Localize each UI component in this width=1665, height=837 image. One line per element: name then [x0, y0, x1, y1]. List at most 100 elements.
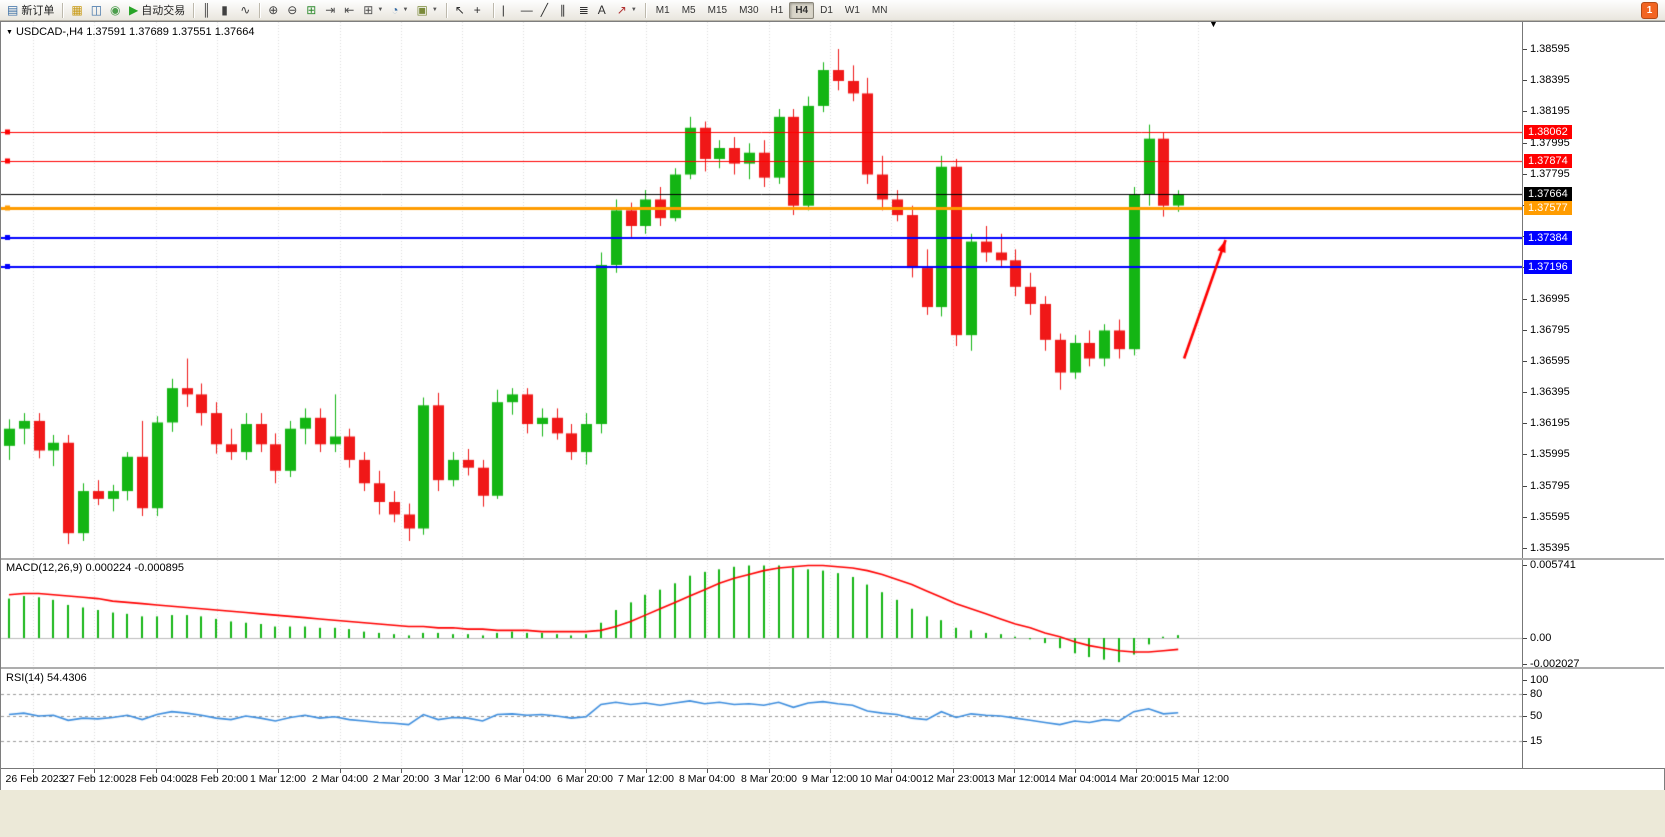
data-window-icon: ◫ — [90, 3, 103, 17]
chart-shift-marker-icon[interactable]: ▼ — [1209, 19, 1218, 29]
rsi-scale-tick: 15 — [1530, 735, 1543, 747]
price-tick: 1.35995 — [1530, 448, 1570, 460]
macd-canvas[interactable] — [1, 560, 1522, 667]
dropdown-caret-icon: ▼ — [377, 7, 384, 13]
timeframe-w1-button[interactable]: W1 — [839, 2, 866, 19]
autotrading-button[interactable]: ▶ 自动交易 — [125, 1, 189, 19]
macd-indicator-label: MACD(12,26,9) 0.000224 -0.000895 — [6, 562, 184, 574]
price-axis[interactable]: 1.38595 1.38395 1.38195 1.37995 1.37795 1.375… — [1522, 22, 1665, 768]
time-label: 2 Mar 20:00 — [372, 773, 430, 785]
notification-badge[interactable]: 1 — [1641, 1, 1658, 19]
macd-pane-splitter[interactable] — [1, 558, 1664, 560]
macd-scale-tick: 0.005741 — [1530, 559, 1576, 571]
fibonacci-button[interactable]: ≣ — [575, 1, 594, 19]
period-button[interactable]: ◔ ▼ — [387, 1, 412, 19]
market-watch-button[interactable]: ▦ — [67, 1, 86, 19]
timeframe-m15-button[interactable]: M15 — [702, 2, 733, 19]
toolbar-separator — [193, 2, 195, 18]
time-label: 14 Mar 20:00 — [1105, 773, 1167, 785]
arrows-button[interactable]: ↗ ▼ — [613, 1, 641, 19]
rsi-canvas[interactable] — [1, 669, 1522, 768]
timeframe-m5-button[interactable]: M5 — [676, 2, 702, 19]
text-icon: A — [597, 3, 606, 17]
template-button[interactable]: ▣ ▼ — [412, 1, 441, 19]
price-tick: 1.36195 — [1530, 417, 1570, 429]
macd-scale-tick: 0.00 — [1530, 632, 1552, 644]
time-tick-mark — [340, 769, 341, 773]
time-tick-mark — [646, 769, 647, 773]
channel-button[interactable]: ∥ — [556, 1, 575, 19]
candlestick-chart-button[interactable]: ▮ — [217, 1, 236, 19]
chart-ohlc-values: 1.37591 1.37689 1.37551 1.37664 — [86, 26, 255, 38]
candlestick-icon: ▮ — [221, 3, 228, 17]
axis-tick-mark — [1523, 548, 1527, 549]
main-toolbar: ▤ 新订单 ▦ ◫ ◉ ▶ 自动交易 ║ ▮ ∿ ⊕ ⊖ ⊞ ⇥ ⇤ ⊞ ▼ ◔ ▼ ▣ ▼ ↖ + | — ╱ ∥ ≣ A ↗ ▼ M1 M5… — [0, 0, 1665, 21]
axis-tick-mark — [1523, 716, 1527, 717]
main-chart-canvas[interactable] — [1, 22, 1522, 558]
time-label: 26 Feb 2023 — [5, 773, 65, 785]
time-label: 12 Mar 23:00 — [922, 773, 984, 785]
data-window-button[interactable]: ◫ — [87, 1, 106, 19]
text-button[interactable]: A — [594, 1, 613, 19]
price-tick: 1.36995 — [1530, 293, 1570, 305]
axis-tick-mark — [1523, 486, 1527, 487]
price-tick: 1.35595 — [1530, 511, 1570, 523]
time-tick-mark — [891, 769, 892, 773]
zoom-out-button[interactable]: ⊖ — [283, 1, 302, 19]
auto-scroll-icon: ⇥ — [325, 3, 336, 17]
new-order-button[interactable]: ▤ 新订单 — [3, 1, 58, 19]
axis-tick-mark — [1523, 330, 1527, 331]
time-label: 2 Mar 04:00 — [311, 773, 369, 785]
axis-tick-mark — [1523, 454, 1527, 455]
bar-chart-button[interactable]: ║ — [198, 1, 217, 19]
trendline-button[interactable]: ╱ — [537, 1, 556, 19]
time-tick-mark — [1198, 769, 1199, 773]
price-tick: 1.38595 — [1530, 43, 1570, 55]
price-tick: 1.35795 — [1530, 480, 1570, 492]
axis-tick-mark — [1523, 49, 1527, 50]
chart-menu-icon[interactable]: ▼ — [6, 29, 13, 36]
toolbar-separator — [492, 2, 494, 18]
tile-windows-button[interactable]: ⊞ — [302, 1, 321, 19]
expert-advisors-button[interactable]: ◉ — [106, 1, 125, 19]
crosshair-icon: + — [473, 3, 481, 17]
cursor-button[interactable]: ↖ — [451, 1, 470, 19]
timeframe-m30-button[interactable]: M30 — [733, 2, 764, 19]
rsi-pane-splitter[interactable] — [1, 667, 1664, 669]
expert-advisors-icon: ◉ — [110, 3, 121, 17]
chart-shift-button[interactable]: ⇤ — [340, 1, 359, 19]
auto-scroll-button[interactable]: ⇥ — [321, 1, 340, 19]
trendline-icon: ╱ — [540, 3, 549, 17]
new-chart-button[interactable]: ⊞ ▼ — [359, 1, 387, 19]
rsi-scale-tick: 50 — [1530, 710, 1543, 722]
timeframe-h4-button[interactable]: H4 — [789, 1, 815, 19]
time-axis[interactable]: 26 Feb 2023 27 Feb 12:00 28 Feb 04:00 28 Fe… — [1, 768, 1664, 790]
time-tick-mark — [156, 769, 157, 773]
rsi-indicator-label: RSI(14) 54.4306 — [6, 672, 87, 684]
timeframe-mn-button[interactable]: MN — [866, 2, 894, 19]
price-tick: 1.37795 — [1530, 168, 1570, 180]
price-tick: 1.38195 — [1530, 105, 1570, 117]
autotrading-button-label: 自动交易 — [141, 5, 186, 17]
price-tick: 1.36795 — [1530, 324, 1570, 336]
time-tick-mark — [1075, 769, 1076, 773]
fibonacci-icon: ≣ — [578, 3, 589, 17]
timeframe-m1-button[interactable]: M1 — [650, 2, 676, 19]
chart-symbol: USDCAD-,H4 — [15, 26, 84, 38]
time-label: 28 Feb 04:00 — [125, 773, 187, 785]
template-icon: ▣ — [416, 3, 428, 17]
axis-tick-mark — [1523, 664, 1527, 665]
price-tick: 1.38395 — [1530, 74, 1570, 86]
line-chart-button[interactable]: ∿ — [236, 1, 255, 19]
zoom-in-button[interactable]: ⊕ — [264, 1, 283, 19]
time-tick-mark — [1014, 769, 1015, 773]
new-order-icon: ▤ — [7, 3, 19, 17]
crosshair-button[interactable]: + — [470, 1, 489, 19]
timeframe-h1-button[interactable]: H1 — [765, 2, 790, 19]
horizontal-line-button[interactable]: — — [517, 1, 537, 19]
time-tick-mark — [94, 769, 95, 773]
axis-tick-mark — [1523, 392, 1527, 393]
time-tick-mark — [523, 769, 524, 773]
timeframe-d1-button[interactable]: D1 — [814, 2, 839, 19]
vertical-line-button[interactable]: | — [498, 1, 517, 19]
